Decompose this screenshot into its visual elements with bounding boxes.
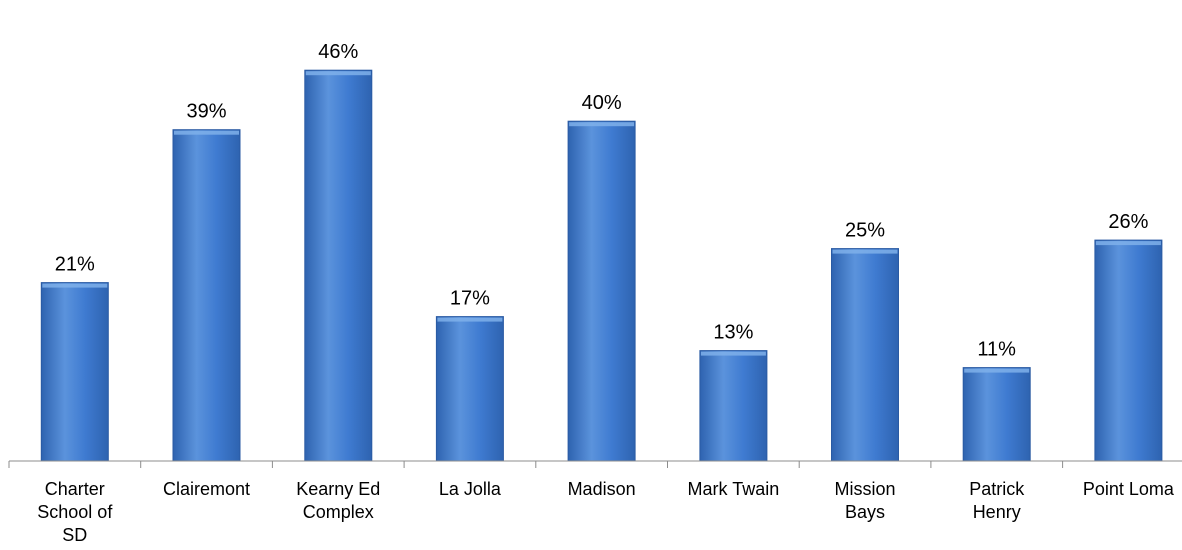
data-labels-group: 21% 39% 46% 17% 40% 13% 25% 11% 26% [55,41,1149,360]
bar-1 [172,129,241,462]
bar-8 [1094,239,1163,462]
bar-bevel-3 [437,317,503,322]
bar-bevel-1 [174,130,239,135]
data-label-2: 46% [318,41,358,63]
bar-bevel-7 [964,368,1030,373]
category-label-7-line-1: Henry [973,502,1021,522]
bar-bevel-4 [569,122,635,127]
bar-bevel-0 [42,283,108,288]
category-label-7-line-0: Patrick [969,479,1025,499]
bar-6 [831,248,899,462]
data-label-3: 17% [450,288,490,310]
bar-bevel-5 [700,351,766,356]
category-label-2-line-0: Kearny Ed [296,479,380,499]
category-label-4-line-0: Madison [568,479,636,499]
bars-group [40,69,1163,462]
data-label-5: 13% [713,322,753,344]
bar-7 [962,367,1031,462]
category-labels-group: Charter School of SD Clairemont Kearny Ed Com… [37,479,1175,545]
bar-bevel-2 [305,71,371,76]
category-label-3-line-0: La Jolla [439,479,502,499]
category-label-2-line-1: Complex [303,502,374,522]
bar-0 [40,282,109,462]
bar-3 [435,316,504,462]
category-label-6-line-0: Mission [834,479,895,499]
category-label-1-line-0: Clairemont [163,479,250,499]
data-label-0: 21% [55,254,95,276]
category-label-0-line-0: Charter [45,479,105,499]
data-label-1: 39% [186,101,226,123]
category-label-6-line-1: Bays [845,502,885,522]
bar-bevel-8 [1095,241,1161,246]
bar-5 [699,350,768,462]
bar-4 [567,120,636,462]
category-label-8-line-0: Point Loma [1083,479,1175,499]
bar-2 [304,69,373,462]
data-label-6: 25% [845,220,885,242]
data-label-7: 11% [977,339,1016,361]
category-label-0-line-1: School of [37,502,113,522]
category-label-0-line-2: SD [62,525,87,545]
data-label-4: 40% [582,92,622,114]
bar-bevel-6 [832,249,898,254]
x-axis [8,460,1182,468]
data-label-8: 26% [1108,211,1148,233]
category-label-5-line-0: Mark Twain [688,479,780,499]
